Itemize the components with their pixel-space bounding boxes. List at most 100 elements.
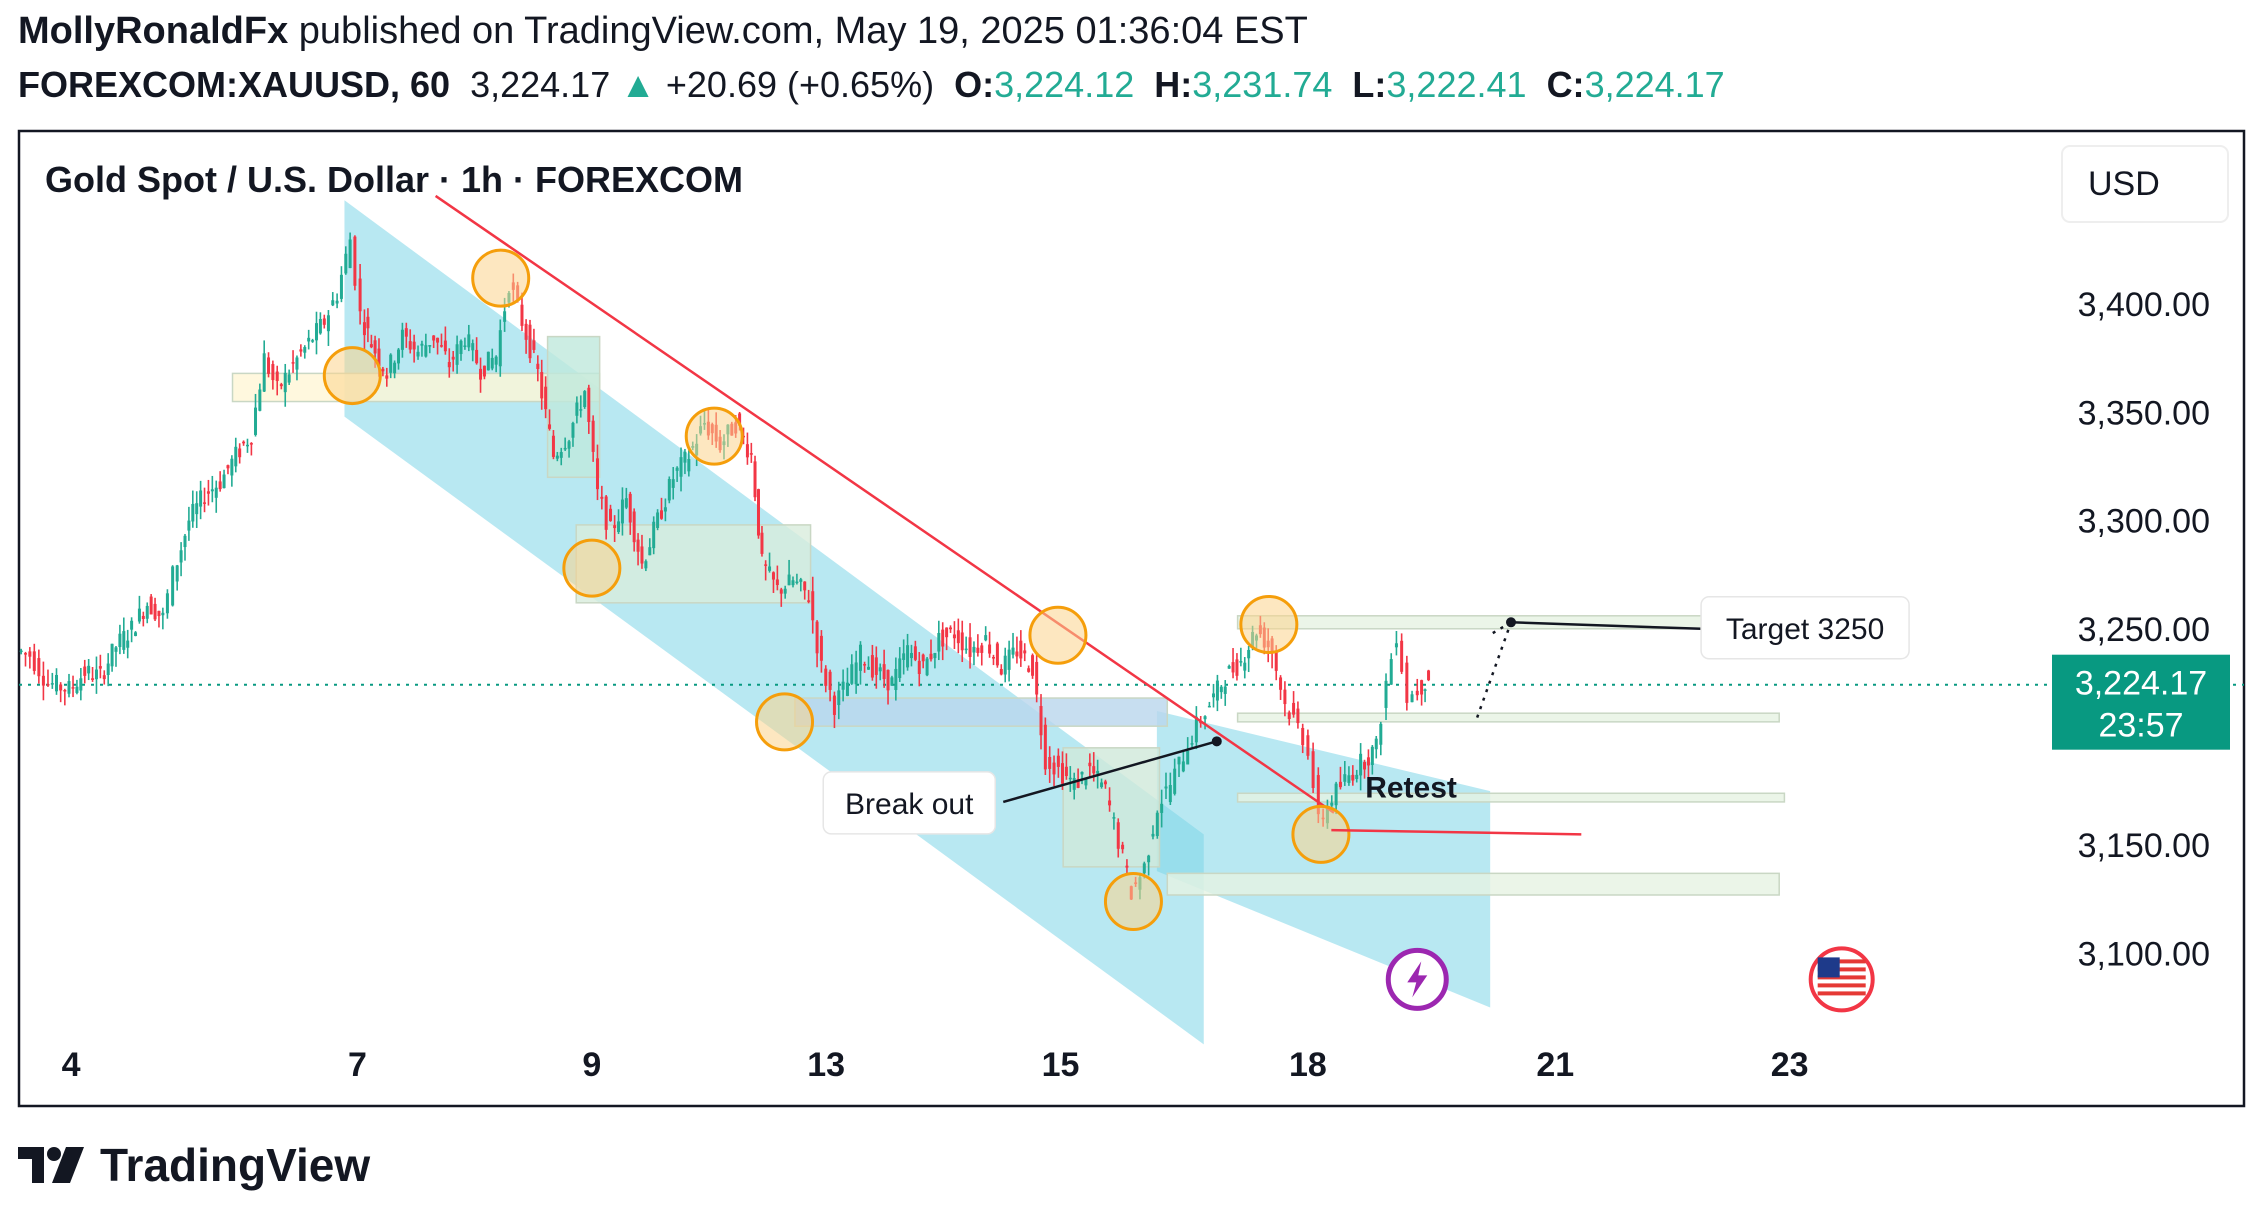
- candle-body: [463, 345, 467, 347]
- candle-body: [544, 386, 548, 410]
- candle-body: [968, 637, 972, 657]
- candle-body: [687, 459, 691, 472]
- candle: [118, 624, 122, 655]
- candle-body: [1231, 662, 1235, 673]
- candle: [436, 337, 440, 355]
- candle: [524, 319, 528, 354]
- candle-body: [373, 340, 377, 354]
- candle: [1056, 748, 1060, 778]
- candle: [291, 350, 295, 373]
- candle: [451, 350, 455, 372]
- candle: [771, 571, 775, 593]
- candle: [1015, 636, 1019, 664]
- swing-point-circle: [1103, 871, 1163, 931]
- candle: [837, 681, 841, 720]
- candle: [620, 487, 624, 536]
- candle-body: [1064, 766, 1068, 777]
- candle-body: [1147, 855, 1151, 863]
- candle-body: [1219, 686, 1223, 693]
- candle-body: [344, 253, 348, 274]
- candle: [832, 691, 836, 729]
- us-flag-event-icon[interactable]: [1808, 946, 1875, 1013]
- candle: [850, 654, 854, 685]
- candle-body: [1080, 771, 1084, 775]
- candle: [353, 235, 357, 291]
- candle-body: [1389, 659, 1393, 685]
- candle: [640, 534, 644, 569]
- candle: [299, 344, 303, 357]
- candle-body: [952, 634, 956, 639]
- candle: [467, 324, 471, 352]
- price-tick-label: 3,150.00: [2078, 827, 2210, 865]
- candle: [206, 479, 210, 506]
- candle-body: [771, 572, 775, 580]
- candle-body: [416, 351, 420, 357]
- low-label: L:: [1352, 64, 1387, 105]
- candle: [1301, 723, 1305, 754]
- retest-label: Retest: [1365, 772, 1457, 805]
- candle-body: [995, 643, 999, 666]
- candle: [242, 440, 246, 446]
- candle: [230, 455, 234, 487]
- candle: [548, 409, 552, 431]
- candle: [1415, 678, 1419, 701]
- candle-body: [1194, 716, 1198, 743]
- candle: [1283, 681, 1287, 717]
- candle: [287, 369, 291, 385]
- footer-brand: TradingView: [100, 1139, 371, 1191]
- candle-body: [279, 384, 283, 387]
- candle-body: [1011, 647, 1015, 655]
- candle-body: [960, 632, 964, 651]
- candle: [783, 585, 787, 599]
- candle-body: [760, 532, 764, 554]
- author-name[interactable]: MollyRonaldFx: [18, 10, 289, 52]
- time-tick-label: 15: [1042, 1046, 1080, 1084]
- descending-trendline: [434, 194, 1335, 814]
- candle-body: [326, 315, 330, 332]
- candle: [428, 345, 432, 354]
- price-tick-label: 3,250.00: [2078, 611, 2210, 649]
- candle: [1394, 630, 1398, 656]
- candle-body: [498, 330, 502, 367]
- candle-body: [1173, 768, 1177, 794]
- candle: [644, 559, 648, 572]
- candle: [214, 480, 218, 513]
- candle-body: [1092, 766, 1096, 774]
- candle-body: [187, 520, 191, 531]
- candle: [87, 659, 91, 681]
- candle-body: [824, 668, 828, 686]
- candle-body: [600, 496, 604, 499]
- candle-body: [768, 566, 772, 571]
- candle: [141, 611, 145, 627]
- candle-body: [898, 658, 902, 679]
- candle: [318, 312, 322, 335]
- candle: [828, 669, 832, 702]
- candle: [652, 516, 656, 555]
- candle-body: [753, 461, 757, 498]
- candle: [1168, 772, 1172, 806]
- candle: [149, 594, 153, 615]
- candle-body: [1155, 812, 1159, 837]
- candle-body: [1019, 640, 1023, 659]
- lightning-event-icon[interactable]: [1385, 947, 1449, 1011]
- candle: [303, 345, 307, 359]
- time-axis[interactable]: 4 7 9 13 15 18 21 23: [62, 1046, 1809, 1084]
- currency-selector[interactable]: USD: [2061, 145, 2229, 223]
- candle-body: [183, 535, 187, 548]
- candle: [675, 466, 679, 482]
- candle: [393, 360, 397, 379]
- candle: [1420, 679, 1424, 706]
- candle-body: [389, 354, 393, 373]
- candle: [385, 367, 389, 387]
- price-axis[interactable]: 3,400.00 3,350.00 3,300.00 3,250.00 3,150.00…: [2052, 286, 2230, 973]
- candle: [756, 488, 760, 539]
- swing-point-circle: [471, 248, 531, 308]
- candle: [768, 552, 772, 573]
- candle-body: [1247, 649, 1251, 659]
- breakout-connector: [1002, 740, 1218, 804]
- candle: [98, 654, 102, 679]
- candle: [126, 629, 130, 659]
- candle: [671, 467, 675, 500]
- candle-body: [976, 647, 980, 653]
